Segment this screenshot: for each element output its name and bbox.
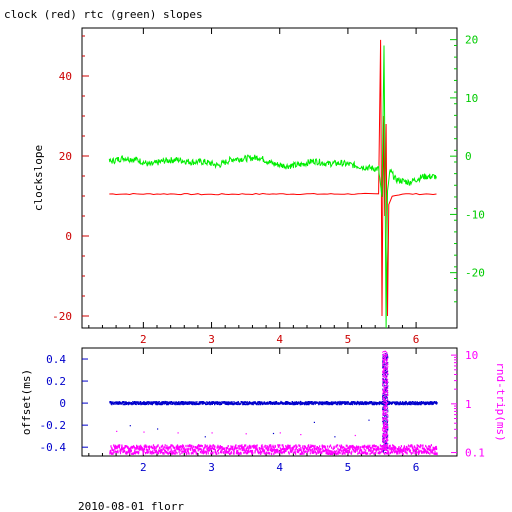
rndtrip-outlier-point — [279, 432, 281, 434]
rndtrip-y-axis-label: rnd-trip(ms) — [494, 362, 507, 441]
offset-x-tick-label: 5 — [345, 461, 352, 474]
offset-y-tick-label: -0.4 — [40, 441, 67, 454]
slopes-y2-tick-label: 10 — [465, 92, 478, 105]
slopes-y2-tick-label: -10 — [465, 208, 485, 221]
offset-x-tick-label: 6 — [413, 461, 420, 474]
offset-plot: 2 3 4 5 6 -0.4 -0.2 0 0.2 0.4 0.1 1 10 offset(ms) rn… — [20, 347, 507, 474]
rndtrip-y2-tick-label: 1 — [465, 398, 472, 411]
offset-y-tick-label: 0.2 — [46, 375, 66, 388]
footer-caption: 2010-08-01 florr — [78, 500, 184, 512]
offset-y-tick-label: 0 — [59, 397, 66, 410]
slopes-y-tick-label: 20 — [59, 150, 72, 163]
offset-outlier-point — [204, 436, 206, 438]
slopes-y-tick-label: 40 — [59, 70, 72, 83]
slopes-y2-tick-label: 20 — [465, 34, 478, 47]
slopes-y-tick-label: -20 — [52, 310, 72, 323]
slopes-plot-frame — [81, 27, 458, 329]
slopes-x-tick-label: 3 — [208, 333, 215, 346]
rndtrip-outlier-point — [300, 434, 302, 436]
slopes-x-tick-label: 6 — [413, 333, 420, 346]
slopes-y-axis-label: clockslope — [32, 145, 45, 211]
slopes-x-tick-label: 5 — [345, 333, 352, 346]
offset-outlier-point — [368, 419, 370, 421]
rndtrip-outlier-point — [245, 433, 247, 435]
rndtrip-outlier-point — [354, 434, 356, 437]
chart-title: clock (red) rtc (green) slopes — [4, 8, 203, 21]
offset-outlier-point — [157, 428, 159, 430]
offset-outlier-point — [272, 432, 275, 435]
slopes-y2-tick-label: 0 — [465, 150, 472, 163]
slopes-y-tick-label: 0 — [65, 230, 72, 243]
slopes-x-tick-label: 4 — [276, 333, 283, 346]
slopes-plot: 2 3 4 5 6 -20 0 20 40 -20 -10 0 10 20 clockslope — [32, 27, 485, 346]
slopes-y2-tick-label: -20 — [465, 267, 485, 280]
offset-plot-frame — [81, 347, 458, 457]
slopes-x-tick-label: 2 — [140, 333, 147, 346]
offset-x-tick-label: 4 — [276, 461, 283, 474]
rndtrip-outlier-point — [177, 432, 179, 434]
offset-y-axis-label: offset(ms) — [20, 369, 33, 435]
offset-outlier-point — [334, 436, 336, 438]
offset-x-tick-label: 2 — [140, 461, 147, 474]
offset-scatter-band — [109, 400, 438, 406]
rndtrip-spike-points — [382, 350, 389, 449]
rndtrip-y2-tick-label: 10 — [465, 349, 478, 362]
offset-y-tick-label: 0.4 — [46, 353, 66, 366]
rndtrip-scatter-band — [109, 444, 438, 456]
rndtrip-y2-tick-label: 0.1 — [465, 447, 485, 460]
offset-outlier-point — [313, 421, 315, 423]
clock-slope-line — [109, 39, 437, 317]
rndtrip-outlier-point — [143, 431, 145, 433]
offset-outlier-point — [129, 425, 131, 427]
offset-y-tick-label: -0.2 — [40, 419, 67, 432]
rndtrip-outlier-point — [116, 430, 118, 432]
rtc-slope-line — [108, 45, 437, 329]
offset-x-tick-label: 3 — [208, 461, 215, 474]
rndtrip-outlier-point — [211, 432, 213, 434]
